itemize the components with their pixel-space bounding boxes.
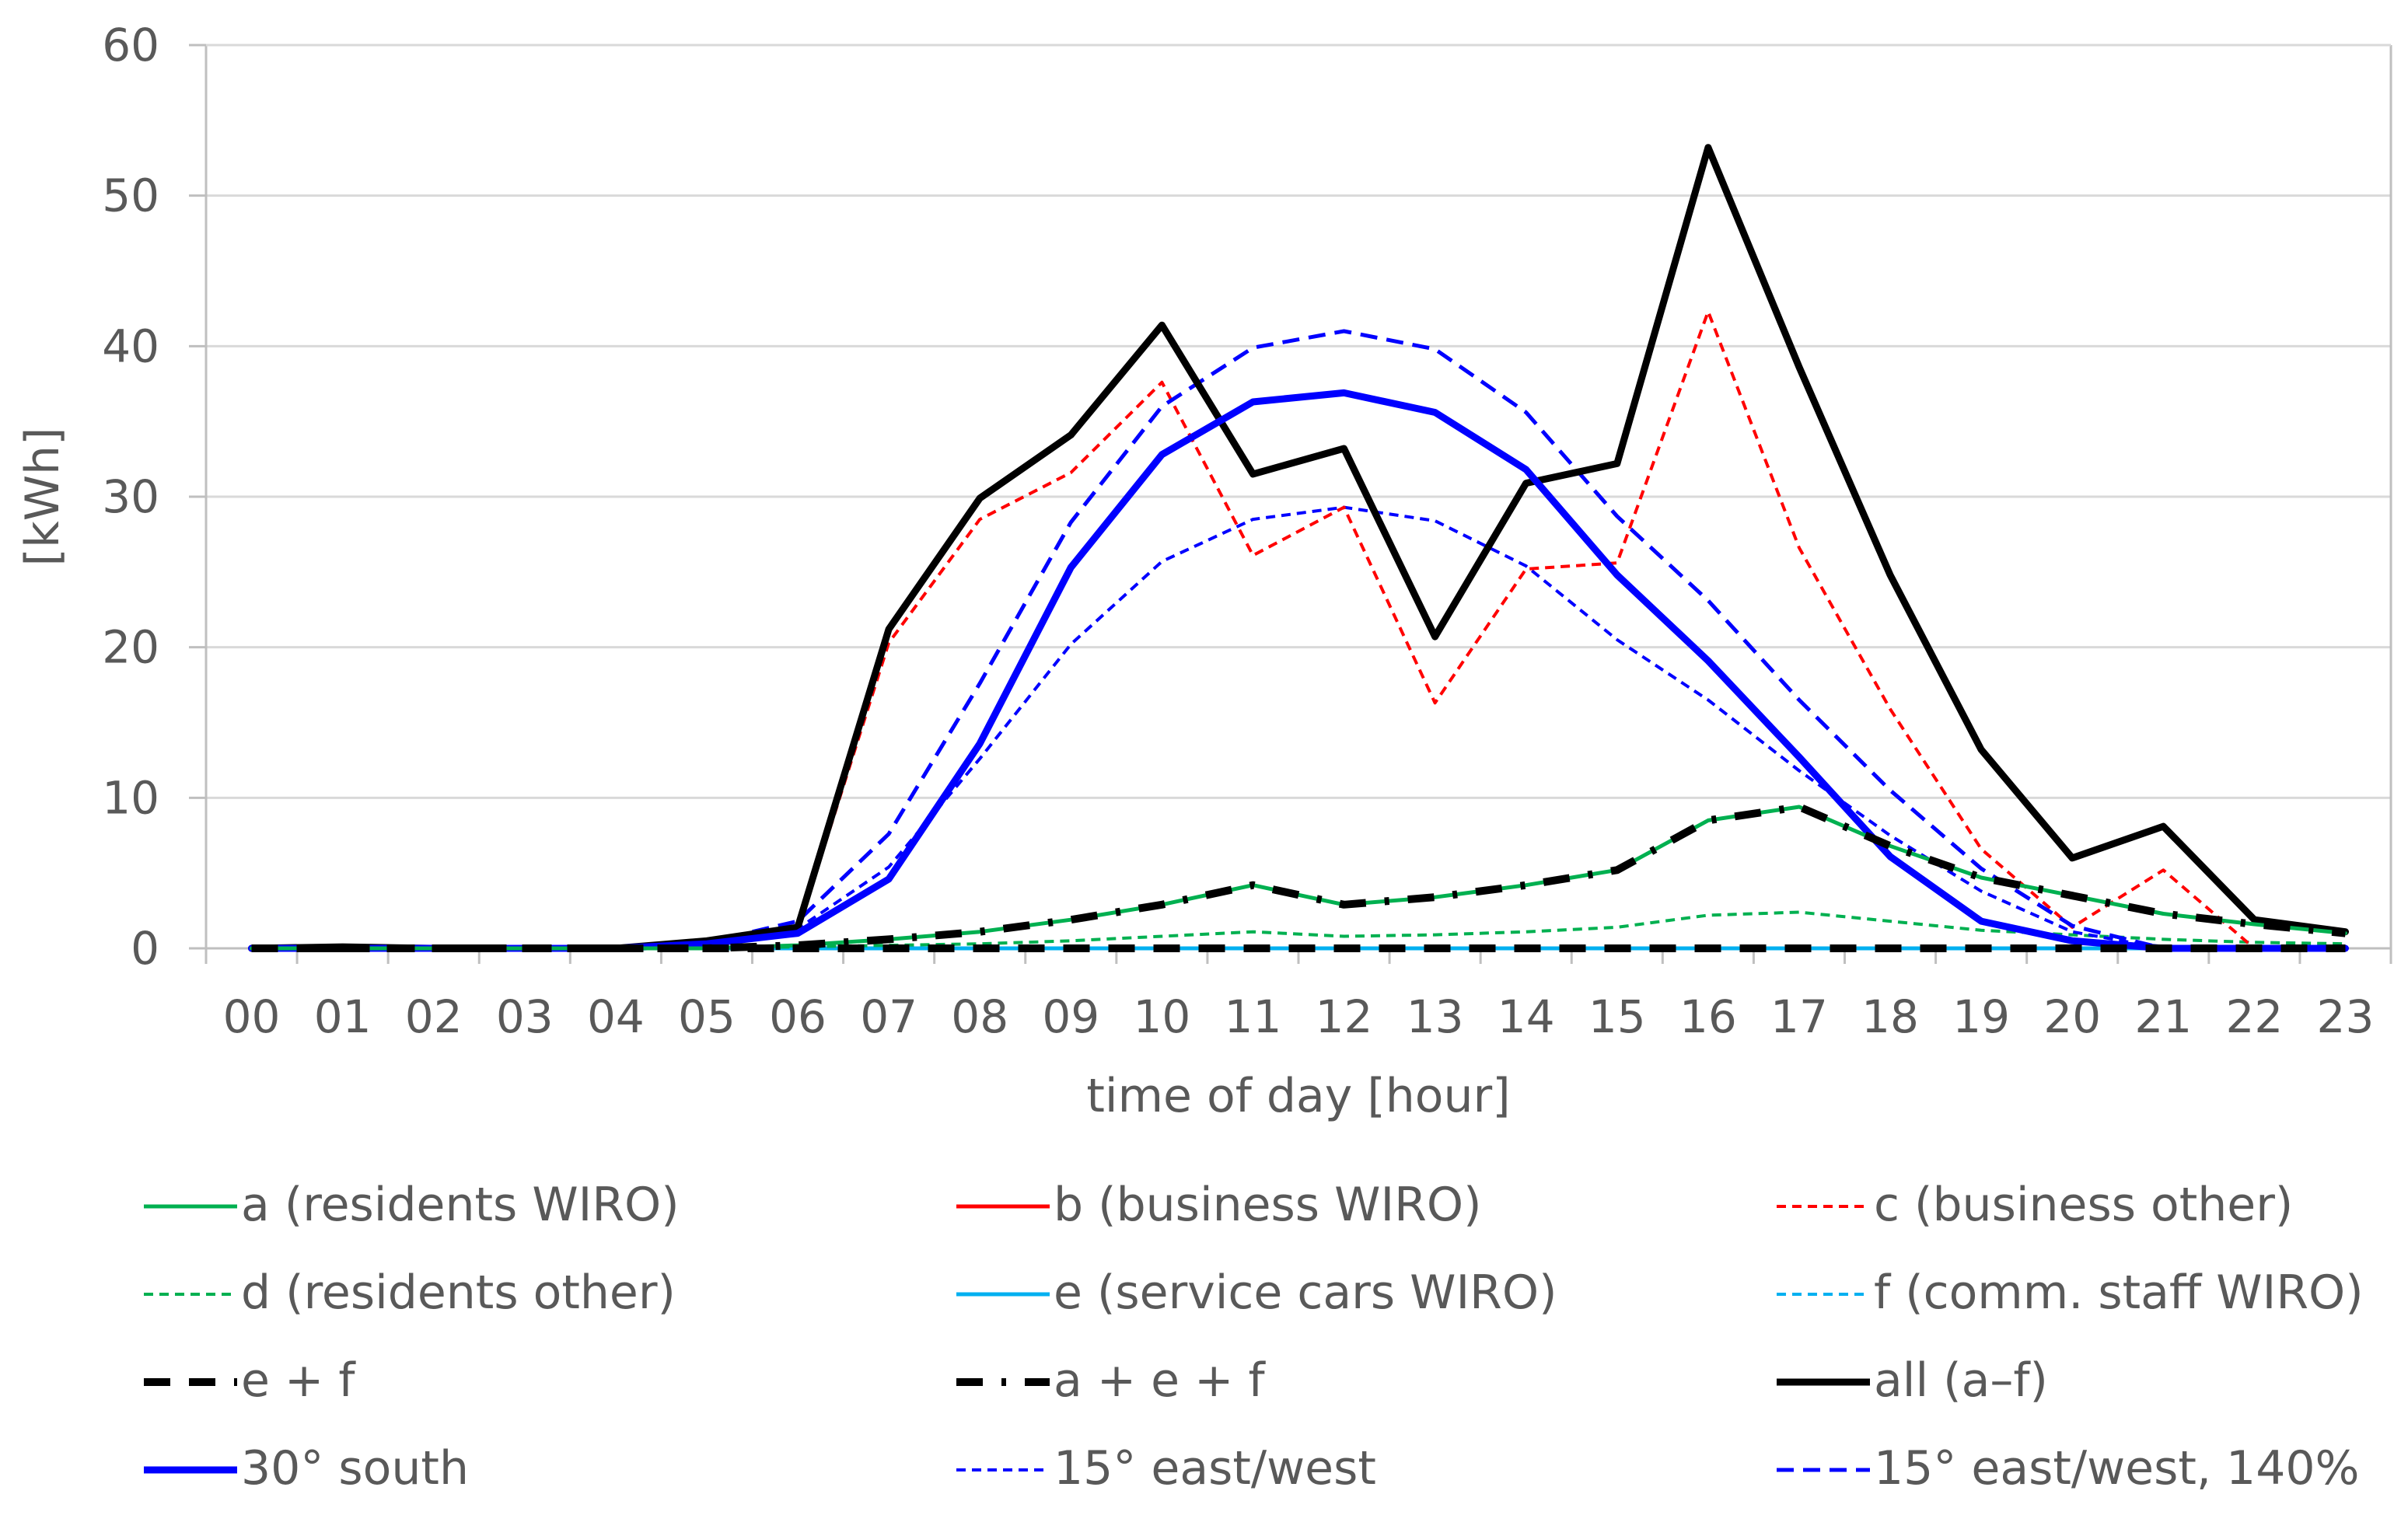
x-tick-label: 23: [2317, 990, 2375, 1043]
legend-label: a + e + f: [1054, 1353, 1267, 1408]
legend-label: all (a–f): [1874, 1353, 2048, 1408]
x-tick-labels: 00 01 02 03 04 05 06 07 08 09 10 11 12 13 14 15 16 17 18 19…: [223, 990, 2375, 1043]
y-tick-label: 60: [102, 19, 159, 72]
y-tick-label: 0: [131, 922, 159, 975]
y-tick-label: 20: [102, 621, 159, 674]
legend-entry: 30° south: [144, 1441, 469, 1496]
gridlines: [206, 44, 2391, 799]
x-tick-label: 21: [2134, 990, 2192, 1043]
series-lines: [248, 144, 2349, 952]
x-tick-label: 17: [1770, 990, 1828, 1043]
series-line-10: [251, 505, 2346, 950]
legend-label: b (business WIRO): [1054, 1178, 1482, 1232]
y-tick-labels: 0 10 20 30 40 50 60: [102, 19, 159, 975]
x-tick-label: 11: [1225, 990, 1282, 1043]
legend-entry: d (residents other): [144, 1265, 676, 1320]
x-tick-label: 00: [223, 990, 281, 1043]
legend-entry: b (business WIRO): [956, 1178, 1482, 1232]
axes: [189, 44, 2392, 964]
y-tick-label: 30: [102, 470, 159, 523]
x-tick-label: 18: [1861, 990, 1919, 1043]
series-line-7: [251, 803, 2346, 952]
legend-entry: f (comm. staff WIRO): [1777, 1265, 2364, 1320]
legend-entry: a + e + f: [956, 1353, 1267, 1408]
legend-entry: a (residents WIRO): [144, 1178, 680, 1232]
legend-label: e + f: [241, 1353, 356, 1408]
x-tick-label: 13: [1407, 990, 1464, 1043]
series-line-11: [251, 329, 2346, 951]
x-tick-label: 03: [496, 990, 554, 1043]
legend-label: f (comm. staff WIRO): [1874, 1265, 2364, 1320]
legend-entry: c (business other): [1777, 1178, 2293, 1232]
legend-label: 15° east/west: [1054, 1441, 1376, 1496]
x-tick-label: 20: [2043, 990, 2101, 1043]
x-tick-label: 01: [314, 990, 372, 1043]
x-tick-label: 12: [1316, 990, 1373, 1043]
x-tick-label: 02: [405, 990, 463, 1043]
x-tick-label: 22: [2225, 990, 2283, 1043]
legend-entry: 15° east/west: [956, 1441, 1376, 1496]
x-axis-title: time of day [hour]: [1086, 1069, 1510, 1123]
legend-entry: e + f: [144, 1353, 356, 1408]
legend-label: c (business other): [1874, 1178, 2293, 1232]
legend-entry: e (service cars WIRO): [956, 1265, 1557, 1320]
x-tick-label: 09: [1042, 990, 1099, 1043]
x-tick-label: 05: [678, 990, 736, 1043]
y-axis-title: [kWh]: [16, 428, 70, 567]
series-line-0: [250, 805, 2347, 951]
legend-entry: all (a–f): [1777, 1353, 2048, 1408]
series-line-2: [251, 309, 2346, 950]
legend-label: d (residents other): [241, 1265, 676, 1320]
legend-label: 30° south: [241, 1441, 469, 1496]
x-tick-label: 16: [1679, 990, 1737, 1043]
x-tick-label: 04: [587, 990, 645, 1043]
y-tick-label: 50: [102, 169, 159, 222]
y-tick-label: 40: [102, 319, 159, 372]
legend-label: a (residents WIRO): [241, 1178, 680, 1232]
x-tick-label: 19: [1952, 990, 2010, 1043]
legend-label: e (service cars WIRO): [1054, 1265, 1557, 1320]
x-tick-label: 08: [951, 990, 1008, 1043]
legend-label: 15° east/west, 140%: [1874, 1441, 2360, 1496]
x-tick-label: 06: [769, 990, 827, 1043]
y-tick-label: 10: [102, 771, 159, 824]
x-tick-label: 15: [1588, 990, 1646, 1043]
x-tick-label: 10: [1133, 990, 1190, 1043]
legend-entry: 15° east/west, 140%: [1777, 1441, 2360, 1496]
series-line-9: [248, 389, 2349, 952]
x-tick-label: 14: [1498, 990, 1555, 1043]
series-line-8: [248, 144, 2349, 952]
legend: a (residents WIRO) b (business WIRO) c (bu…: [144, 1178, 2364, 1496]
x-tick-label: 07: [860, 990, 917, 1043]
